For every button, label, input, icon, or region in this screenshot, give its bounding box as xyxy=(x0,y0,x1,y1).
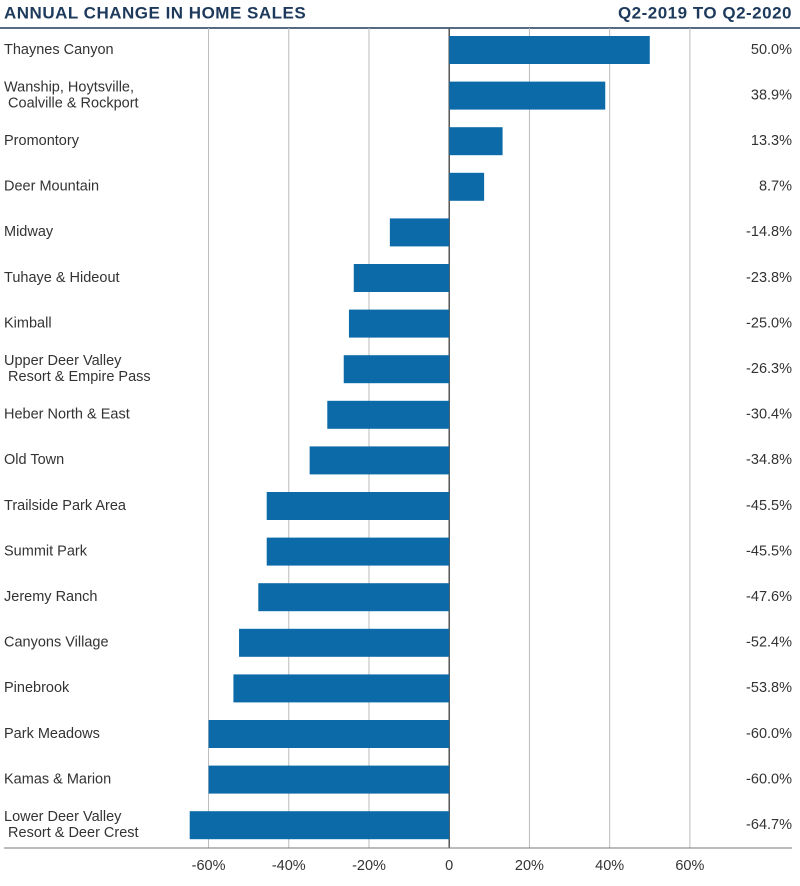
x-tick-label: -40% xyxy=(272,858,306,874)
x-tick-label: 0 xyxy=(445,858,453,874)
value-label: -26.3% xyxy=(746,361,792,377)
chart-subtitle: Q2-2019 TO Q2-2020 xyxy=(618,3,792,22)
value-label: -25.0% xyxy=(746,315,792,331)
bar xyxy=(309,446,450,475)
bar xyxy=(389,218,450,247)
y-tick-label: Trailside Park Area xyxy=(4,498,127,514)
y-tick-label: Deer Mountain xyxy=(4,179,99,195)
y-tick-label: Old Town xyxy=(4,452,64,468)
y-tick-label: Jeremy Ranch xyxy=(4,589,97,605)
bar xyxy=(266,492,450,520)
y-tick-label: Thaynes Canyon xyxy=(4,42,114,58)
x-tick-label: -20% xyxy=(352,858,386,874)
value-label: -60.0% xyxy=(746,726,792,742)
y-tick-label: Lower Deer Valley Resort & Deer Crest xyxy=(4,809,139,841)
chart-title: ANNUAL CHANGE IN HOME SALES xyxy=(4,3,306,22)
value-label: -14.8% xyxy=(746,224,792,240)
bar xyxy=(353,264,450,292)
x-tick-label: 40% xyxy=(595,858,624,874)
y-tick-label: Promontory xyxy=(4,133,80,149)
value-label: 50.0% xyxy=(751,42,792,58)
bar xyxy=(239,628,450,657)
y-tick-label: Summit Park xyxy=(4,543,88,559)
bar xyxy=(327,400,450,429)
value-label: -64.7% xyxy=(746,817,792,833)
value-label: -23.8% xyxy=(746,270,792,286)
x-tick-label: -60% xyxy=(192,858,226,874)
y-tick-label: Kamas & Marion xyxy=(4,771,111,787)
bar xyxy=(348,309,450,338)
y-tick-label: Wanship, Hoytsville, Coalville & Rockpor… xyxy=(4,79,139,111)
y-tick-label: Canyons Village xyxy=(4,635,109,651)
y-tick-label: Midway xyxy=(4,224,54,240)
value-label: -34.8% xyxy=(746,452,792,468)
value-label: -52.4% xyxy=(746,635,792,651)
bar xyxy=(266,537,450,566)
value-label: -45.5% xyxy=(746,498,792,514)
y-tick-label: Pinebrook xyxy=(4,680,70,696)
value-label: 13.3% xyxy=(751,133,792,149)
y-tick-label: Upper Deer Valley Resort & Empire Pass xyxy=(4,353,151,385)
value-label: -30.4% xyxy=(746,407,792,423)
bar xyxy=(233,674,450,703)
bar xyxy=(449,36,650,64)
bar xyxy=(449,172,485,201)
value-label: 8.7% xyxy=(759,179,792,195)
x-tick-label: 20% xyxy=(515,858,544,874)
bar xyxy=(343,355,450,384)
value-label: -47.6% xyxy=(746,589,792,605)
y-tick-label: Park Meadows xyxy=(4,726,100,742)
bar xyxy=(449,81,606,110)
x-tick-label: 60% xyxy=(675,858,704,874)
y-tick-label: Tuhaye & Hideout xyxy=(4,270,120,286)
bar xyxy=(208,720,450,748)
value-label: -45.5% xyxy=(746,543,792,559)
bar xyxy=(449,127,503,156)
value-label: 38.9% xyxy=(751,87,792,103)
y-tick-label: Kimball xyxy=(4,315,52,331)
y-tick-label: Heber North & East xyxy=(4,407,130,423)
bar xyxy=(258,583,450,612)
bar xyxy=(189,811,450,840)
value-label: -53.8% xyxy=(746,680,792,696)
bar xyxy=(208,765,450,794)
value-label: -60.0% xyxy=(746,771,792,787)
